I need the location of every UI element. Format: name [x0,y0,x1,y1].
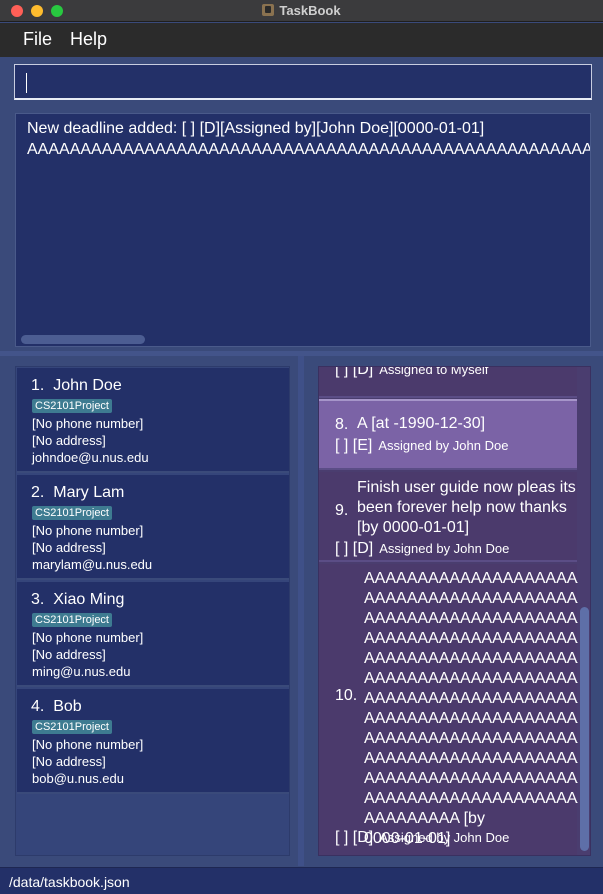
command-input[interactable] [14,64,592,100]
command-box-area [0,57,603,107]
task-number: 8. [335,416,349,433]
close-window-button[interactable] [11,5,23,17]
task-status: [ ] [335,437,349,454]
person-list-panel[interactable]: 1. John Doe CS2101Project [No phone numb… [15,366,290,856]
task-card[interactable]: 10. AAAAAAAAAAAAAAAAAAAAA AAAAAAAAAAAAAA… [319,564,588,855]
person-name: 4. Bob [31,698,82,715]
task-assignment: Assigned by John Doe [379,830,510,845]
task-type: [E] [352,437,373,454]
person-name: 3. Xiao Ming [31,591,125,608]
task-meta: [ ] [D] Assigned to Myself [335,366,489,379]
person-name: 1. John Doe [31,377,122,394]
task-number: 10. [335,687,358,704]
result-horizontal-scrollbar[interactable] [21,335,145,344]
result-line-1: New deadline added: [ ] [D][Assigned by]… [27,120,485,137]
result-display[interactable]: New deadline added: [ ] [D][Assigned by]… [15,113,591,347]
vertical-divider[interactable] [298,356,304,866]
task-card-selected[interactable]: 8. A [at -1990-12-30] [ ] [E] Assigned by… [319,399,577,470]
person-phone: [No phone number] [32,630,144,645]
person-tag: CS2101Project [32,506,112,520]
task-status: [ ] [335,366,349,378]
zoom-window-button[interactable] [51,5,63,17]
app-icon [262,4,275,16]
task-status: [ ] [335,829,349,846]
task-description: AAAAAAAAAAAAAAAAAAAAA AAAAAAAAAAAAAAAAAA… [364,570,589,847]
task-list-panel[interactable]: [ ] [D] Assigned to Myself 8. A [at -1990… [318,366,591,856]
person-address: [No address] [32,540,106,555]
person-name: 2. Mary Lam [31,484,125,501]
task-number: 9. [335,502,349,519]
task-type: [D] [352,829,374,846]
person-card[interactable]: 2. Mary Lam CS2101Project [No phone numb… [17,475,289,580]
person-address: [No address] [32,433,106,448]
person-phone: [No phone number] [32,523,144,538]
person-card[interactable]: 3. Xiao Ming CS2101Project [No phone num… [17,582,289,687]
person-tag: CS2101Project [32,720,112,734]
task-status: [ ] [335,540,349,557]
person-card[interactable]: 1. John Doe CS2101Project [No phone numb… [17,368,289,473]
task-card[interactable]: [ ] [D] Assigned to Myself [319,366,577,398]
person-phone: [No phone number] [32,416,144,431]
person-address: [No address] [32,754,106,769]
person-phone: [No phone number] [32,737,144,752]
task-scrollbar-thumb[interactable] [580,607,589,851]
status-bar: /data/taskbook.json [0,867,603,894]
task-meta: [ ] [D] Assigned by John Doe [335,829,509,847]
person-email: johndoe@u.nus.edu [32,450,149,465]
result-line-2: AAAAAAAAAAAAAAAAAAAAAAAAAAAAAAAAAAAAAAAA… [27,141,590,158]
horizontal-divider[interactable] [0,351,603,356]
text-caret [26,73,27,93]
window-title: TaskBook [279,3,341,18]
task-assignment: Assigned to Myself [379,366,489,377]
person-email: marylam@u.nus.edu [32,557,153,572]
person-card[interactable]: 4. Bob CS2101Project [No phone number] [… [17,689,289,794]
task-assignment: Assigned by John Doe [378,438,509,453]
person-tag: CS2101Project [32,399,112,413]
save-location: /data/taskbook.json [9,874,130,890]
person-email: bob@u.nus.edu [32,771,124,786]
person-address: [No address] [32,647,106,662]
minimize-window-button[interactable] [31,5,43,17]
task-assignment: Assigned by John Doe [379,541,510,556]
task-meta: [ ] [D] Assigned by John Doe [335,540,509,558]
title-bar: TaskBook [0,0,603,22]
task-description: A [at -1990-12-30] [357,415,486,432]
menu-file[interactable]: File [23,29,53,49]
menu-help[interactable]: Help [70,29,108,49]
person-tag: CS2101Project [32,613,112,627]
person-email: ming@u.nus.edu [32,664,131,679]
task-description: Finish user guide now pleas its been for… [357,479,576,536]
menu-bar: File Help [0,23,603,57]
task-type: [D] [352,540,374,557]
task-card[interactable]: 9. Finish user guide now pleas its been … [319,472,577,562]
window-title-wrap: TaskBook [0,3,603,18]
task-type: [D] [352,366,374,378]
task-meta: [ ] [E] Assigned by John Doe [335,437,508,455]
